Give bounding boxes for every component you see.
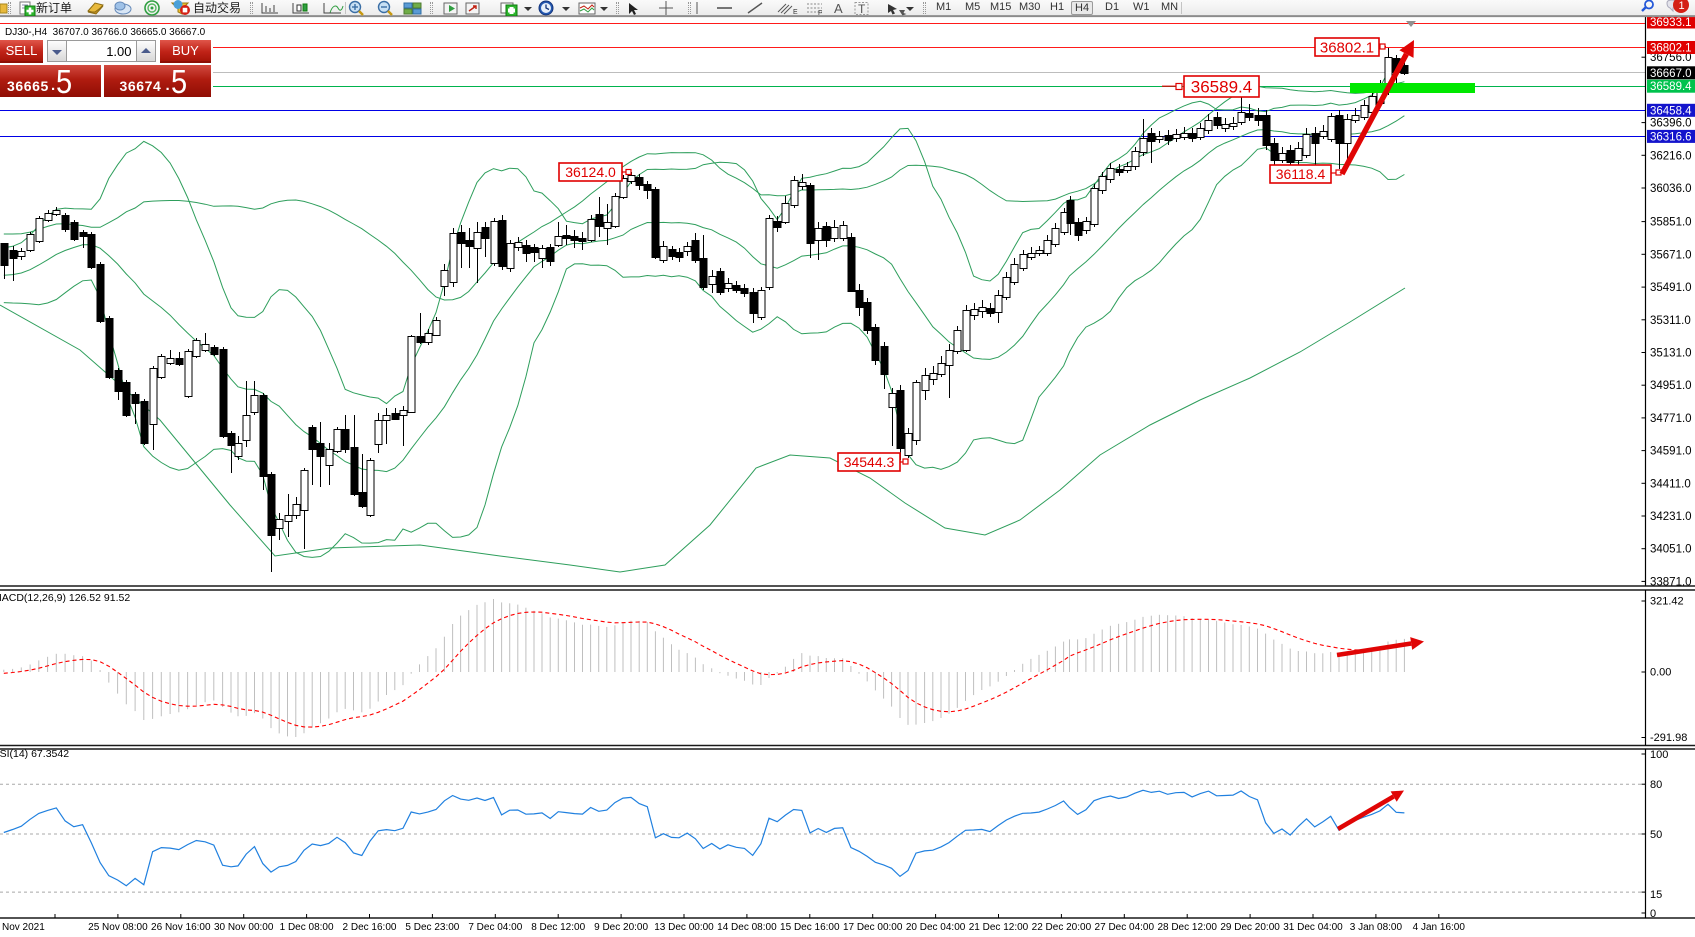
- svg-text:35671.0: 35671.0: [1650, 249, 1692, 261]
- svg-text:27 Dec 04:00: 27 Dec 04:00: [1095, 922, 1155, 933]
- svg-text:50: 50: [1650, 829, 1662, 841]
- svg-text:RSI(14) 67.3542: RSI(14) 67.3542: [0, 748, 69, 760]
- svg-text:36589.4: 36589.4: [1191, 78, 1252, 97]
- svg-text:22 Dec 20:00: 22 Dec 20:00: [1032, 922, 1092, 933]
- svg-text:36802.1: 36802.1: [1650, 43, 1692, 55]
- svg-text:35491.0: 35491.0: [1650, 282, 1692, 294]
- svg-text:34951.0: 34951.0: [1650, 380, 1692, 392]
- svg-text:F: F: [818, 10, 822, 16]
- svg-text:A: A: [834, 1, 843, 16]
- svg-text:2 Dec 16:00: 2 Dec 16:00: [343, 922, 397, 933]
- svg-text:26 Nov 16:00: 26 Nov 16:00: [151, 922, 211, 933]
- svg-text:34411.0: 34411.0: [1650, 478, 1691, 490]
- svg-text:E: E: [793, 9, 798, 16]
- svg-text:100: 100: [1650, 749, 1668, 761]
- svg-text:321.42: 321.42: [1650, 596, 1684, 608]
- svg-text:0.00: 0.00: [1650, 667, 1671, 679]
- svg-text:14 Dec 08:00: 14 Dec 08:00: [717, 922, 777, 933]
- svg-text:0: 0: [1650, 908, 1656, 920]
- svg-text:34771.0: 34771.0: [1650, 413, 1692, 425]
- svg-text:36802.1: 36802.1: [1320, 39, 1374, 56]
- svg-text:MACD(12,26,9) 126.52 91.52: MACD(12,26,9) 126.52 91.52: [0, 592, 130, 604]
- svg-text:8 Dec 12:00: 8 Dec 12:00: [531, 922, 585, 933]
- svg-text:36216.0: 36216.0: [1650, 150, 1692, 162]
- svg-text:36756.0: 36756.0: [1650, 52, 1692, 64]
- svg-text:35311.0: 35311.0: [1650, 315, 1691, 327]
- svg-text:36589.4: 36589.4: [1650, 81, 1692, 93]
- svg-text:31 Dec 04:00: 31 Dec 04:00: [1283, 922, 1343, 933]
- svg-text:5 Dec 23:00: 5 Dec 23:00: [405, 922, 459, 933]
- svg-text:15: 15: [1650, 889, 1662, 901]
- svg-text:4 Jan 16:00: 4 Jan 16:00: [1413, 922, 1466, 933]
- svg-text:20 Dec 04:00: 20 Dec 04:00: [906, 922, 966, 933]
- svg-text:34051.0: 34051.0: [1650, 544, 1692, 556]
- svg-text:1: 1: [1679, 0, 1685, 12]
- svg-text:28 Dec 12:00: 28 Dec 12:00: [1157, 922, 1217, 933]
- svg-text:34544.3: 34544.3: [844, 454, 895, 470]
- svg-text:36036.0: 36036.0: [1650, 183, 1692, 195]
- svg-text:35131.0: 35131.0: [1650, 348, 1692, 360]
- svg-text:29 Dec 20:00: 29 Dec 20:00: [1220, 922, 1280, 933]
- svg-text:3 Jan 08:00: 3 Jan 08:00: [1350, 922, 1403, 933]
- svg-text:36118.4: 36118.4: [1276, 166, 1326, 182]
- svg-text:Nov 2021: Nov 2021: [2, 922, 45, 933]
- svg-text:15 Dec 16:00: 15 Dec 16:00: [780, 922, 840, 933]
- svg-text:36933.1: 36933.1: [1650, 17, 1692, 29]
- svg-text:21 Dec 12:00: 21 Dec 12:00: [969, 922, 1029, 933]
- svg-text:13 Dec 00:00: 13 Dec 00:00: [654, 922, 714, 933]
- svg-text:T: T: [858, 2, 866, 16]
- svg-text:9 Dec 20:00: 9 Dec 20:00: [594, 922, 648, 933]
- svg-text:-291.98: -291.98: [1650, 732, 1687, 744]
- svg-text:7 Dec 04:00: 7 Dec 04:00: [468, 922, 522, 933]
- svg-text:34591.0: 34591.0: [1650, 446, 1692, 458]
- svg-text:36667.0: 36667.0: [1650, 68, 1692, 80]
- svg-text:30 Nov 00:00: 30 Nov 00:00: [214, 922, 274, 933]
- svg-text:17 Dec 00:00: 17 Dec 00:00: [843, 922, 903, 933]
- svg-text:25 Nov 08:00: 25 Nov 08:00: [88, 922, 148, 933]
- svg-text:35851.0: 35851.0: [1650, 217, 1692, 229]
- svg-text:34231.0: 34231.0: [1650, 511, 1692, 523]
- svg-text:36124.0: 36124.0: [565, 164, 616, 180]
- svg-text:80: 80: [1650, 779, 1662, 791]
- svg-text:1 Dec 08:00: 1 Dec 08:00: [280, 922, 334, 933]
- svg-text:36458.4: 36458.4: [1650, 105, 1692, 117]
- svg-text:36396.0: 36396.0: [1650, 118, 1692, 130]
- svg-text:36316.6: 36316.6: [1650, 131, 1692, 143]
